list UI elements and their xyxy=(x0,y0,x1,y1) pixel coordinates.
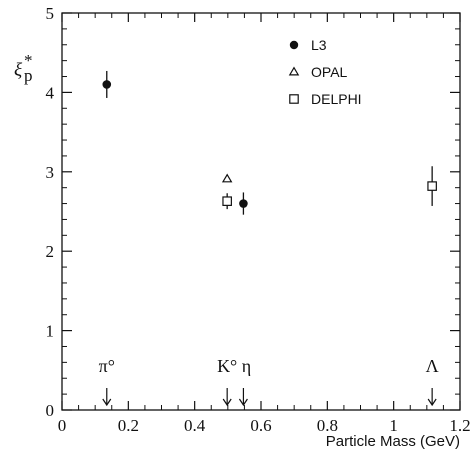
y-tick-label: 0 xyxy=(46,401,55,420)
y-tick-label: 1 xyxy=(46,322,55,341)
particle-label: η xyxy=(242,356,251,376)
particle-label: Λ xyxy=(426,356,439,376)
legend-marker-delphi xyxy=(289,94,299,104)
data-point-l3 xyxy=(102,80,112,89)
y-axis-label-sup: * xyxy=(24,51,33,70)
series-l3 xyxy=(102,70,248,215)
x-tick-label: 0.2 xyxy=(118,416,139,435)
x-tick-label: 0.6 xyxy=(250,416,271,435)
data-point-l3 xyxy=(239,199,248,208)
legend: L3 OPAL DELPHI xyxy=(288,37,362,107)
x-tick-label: 0.8 xyxy=(317,416,338,435)
y-axis-label: ξ xyxy=(14,60,23,81)
data-point-delphi xyxy=(222,196,232,206)
particle-label: K° xyxy=(217,356,237,376)
x-tick-label: 1 xyxy=(389,416,398,435)
data-point-delphi xyxy=(427,181,437,191)
particle-label: π° xyxy=(99,356,115,376)
y-tick-label: 3 xyxy=(46,163,55,182)
arrow-Λ-head xyxy=(427,398,437,407)
legend-label-l3: L3 xyxy=(311,37,327,53)
series-delphi xyxy=(222,166,437,210)
arrow-η-head xyxy=(238,398,248,407)
x-tick-label: 0.4 xyxy=(184,416,206,435)
x-tick-label: 1.2 xyxy=(449,416,470,435)
legend-label-delphi: DELPHI xyxy=(311,91,362,107)
y-tick-label: 4 xyxy=(46,83,55,102)
x-axis-label: Particle Mass (GeV) xyxy=(326,433,460,450)
data-point-opal xyxy=(221,173,233,183)
arrow-K°-head xyxy=(222,398,232,407)
arrow-π°-head xyxy=(102,398,112,407)
y-axis-label-sub: p xyxy=(24,66,33,85)
legend-marker-opal xyxy=(288,66,300,76)
plot-frame xyxy=(61,12,461,411)
legend-marker-l3 xyxy=(289,40,299,50)
legend-label-opal: OPAL xyxy=(311,64,348,80)
series-opal xyxy=(221,173,233,183)
y-tick-label: 5 xyxy=(46,4,55,23)
x-tick-label: 0 xyxy=(58,416,67,435)
y-tick-label: 2 xyxy=(46,242,55,261)
